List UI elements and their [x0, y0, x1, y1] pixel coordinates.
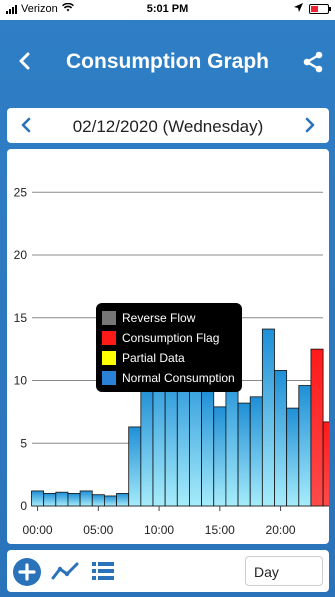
flagged-bar[interactable] [310, 348, 324, 507]
y-tick-label: 5 [20, 436, 27, 450]
app-header: Consumption Graph [0, 20, 335, 106]
x-tick-label: 20:00 [266, 523, 296, 537]
consumption-bar[interactable] [79, 490, 93, 507]
y-tick-label: 10 [14, 374, 28, 388]
legend-swatch [102, 331, 116, 345]
legend-item-consumption-flag: Consumption Flag [102, 330, 219, 346]
consumption-bar[interactable] [286, 407, 300, 507]
consumption-bar[interactable] [237, 402, 251, 507]
y-tick-label: 15 [14, 311, 28, 325]
line-chart-button[interactable] [51, 560, 79, 582]
consumption-bar[interactable] [128, 426, 142, 507]
next-day-button[interactable] [299, 114, 321, 136]
page-title: Consumption Graph [66, 50, 269, 73]
y-tick-label: 20 [14, 248, 28, 262]
consumption-bar[interactable] [213, 406, 227, 507]
previous-day-button[interactable] [15, 114, 37, 136]
carrier-label: Verizon [21, 3, 58, 15]
legend-item-reverse-flow: Reverse Flow [102, 310, 195, 326]
legend-label: Reverse Flow [122, 311, 196, 325]
legend-swatch [102, 311, 116, 325]
legend-item-partial-data: Partial Data [102, 350, 185, 366]
status-right [294, 3, 331, 15]
legend-swatch [102, 371, 116, 385]
share-icon [303, 51, 323, 73]
date-navigator: 02/12/2020 (Wednesday) [7, 108, 329, 143]
chevron-left-icon [21, 117, 31, 133]
back-button[interactable] [14, 50, 36, 72]
consumption-bar[interactable] [91, 494, 105, 507]
consumption-bar[interactable] [31, 490, 45, 507]
legend-label: Partial Data [122, 351, 185, 365]
consumption-bar[interactable] [104, 495, 117, 507]
consumption-bar[interactable] [55, 491, 69, 507]
x-tick-label: 05:00 [83, 523, 113, 537]
bottom-toolbar: Day [7, 550, 329, 592]
legend-label: Normal Consumption [122, 371, 235, 385]
list-view-button[interactable] [92, 562, 114, 580]
y-tick-label: 0 [20, 499, 27, 513]
list-icon [92, 562, 114, 580]
y-tick-label: 25 [14, 185, 28, 199]
legend-swatch [102, 351, 116, 365]
consumption-bar[interactable] [67, 493, 81, 507]
period-select[interactable]: Day [245, 556, 323, 586]
consumption-bar[interactable] [298, 385, 312, 507]
location-arrow-icon [294, 3, 303, 15]
consumption-bar[interactable] [249, 396, 263, 507]
consumption-bar[interactable] [201, 390, 215, 507]
consumption-bar[interactable] [116, 493, 130, 507]
x-tick-label: 00:00 [23, 523, 53, 537]
consumption-bar[interactable] [261, 328, 275, 507]
plus-icon [18, 563, 36, 581]
signal-icon [6, 4, 17, 14]
consumption-bar[interactable] [140, 386, 154, 507]
chevron-left-icon [19, 52, 30, 70]
battery-icon [309, 4, 331, 14]
legend-label: Consumption Flag [122, 331, 220, 345]
x-tick-label: 15:00 [205, 523, 235, 537]
legend-item-normal-consumption: Normal Consumption [102, 370, 235, 386]
trend-line-icon [51, 562, 79, 580]
wifi-icon [61, 2, 74, 15]
chart-legend: Reverse Flow Consumption Flag Partial Da… [96, 303, 242, 392]
chevron-right-icon [305, 117, 315, 133]
status-time: 5:01 PM [146, 3, 189, 15]
status-bar: Verizon 5:01 PM [0, 0, 335, 20]
consumption-bar[interactable] [43, 493, 57, 507]
consumption-bar[interactable] [274, 370, 288, 507]
chart-svg: 0 5 10 15 20 25 00:00 05:00 10:00 15:00 20:00 [14, 185, 329, 537]
add-button[interactable] [13, 558, 41, 586]
status-left: Verizon [6, 2, 74, 15]
share-button[interactable] [301, 50, 325, 74]
flagged-bar[interactable] [322, 421, 329, 507]
date-label: 02/12/2020 (Wednesday) [72, 117, 264, 136]
x-tick-label: 10:00 [144, 523, 174, 537]
consumption-bar[interactable] [225, 372, 239, 507]
